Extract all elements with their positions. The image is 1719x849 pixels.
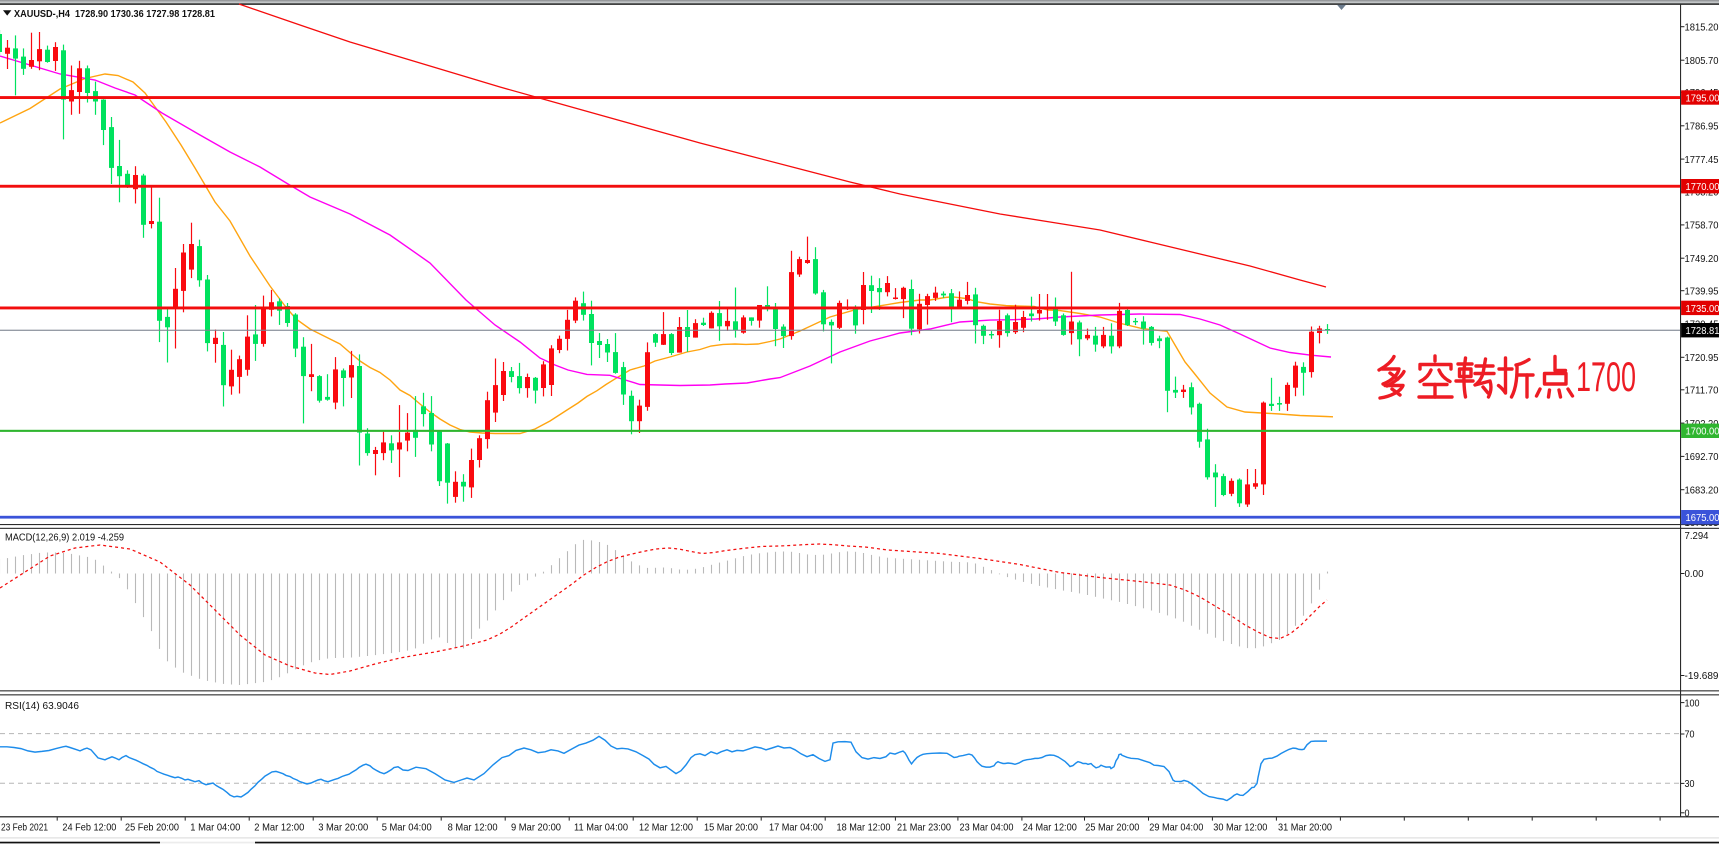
svg-text:1728.81: 1728.81 [1686,325,1719,337]
svg-text:1805.70: 1805.70 [1685,55,1719,67]
svg-text:5 Mar 04:00: 5 Mar 04:00 [382,822,432,834]
svg-text:RSI(14) 63.9046: RSI(14) 63.9046 [5,700,79,712]
svg-text:1749.20: 1749.20 [1685,253,1719,265]
svg-text:24 Mar 12:00: 24 Mar 12:00 [1023,822,1077,834]
svg-text:1700: 1700 [1576,353,1636,400]
svg-text:70: 70 [1685,729,1695,741]
svg-text:1683.20: 1683.20 [1685,484,1719,496]
svg-text:7.294: 7.294 [1685,530,1709,542]
svg-text:11 Mar 04:00: 11 Mar 04:00 [574,822,628,834]
svg-text:1692.70: 1692.70 [1685,451,1719,463]
svg-text:17 Mar 04:00: 17 Mar 04:00 [769,822,823,834]
svg-text:23 Feb 2021: 23 Feb 2021 [1,822,48,834]
svg-text:MACD(12,26,9) 2.019 -4.259: MACD(12,26,9) 2.019 -4.259 [5,532,124,544]
svg-text:1700.00: 1700.00 [1686,426,1719,438]
svg-text:1815.20: 1815.20 [1685,21,1719,33]
svg-text:8 Mar 12:00: 8 Mar 12:00 [448,822,498,834]
svg-text:1735.00: 1735.00 [1686,303,1719,315]
svg-text:9 Mar 20:00: 9 Mar 20:00 [511,822,561,834]
svg-text:24 Feb 12:00: 24 Feb 12:00 [62,822,116,834]
svg-text:1711.70: 1711.70 [1685,385,1719,397]
svg-text:1675.00: 1675.00 [1686,512,1719,524]
svg-text:2 Mar 12:00: 2 Mar 12:00 [254,822,304,834]
svg-text:29 Mar 04:00: 29 Mar 04:00 [1149,822,1203,834]
svg-text:1758.70: 1758.70 [1685,220,1719,232]
svg-text:25 Feb 20:00: 25 Feb 20:00 [125,822,179,834]
svg-text:1795.00: 1795.00 [1686,92,1719,104]
svg-text:3 Mar 20:00: 3 Mar 20:00 [318,822,368,834]
svg-text:1720.95: 1720.95 [1685,352,1719,364]
svg-text:1739.95: 1739.95 [1685,285,1719,297]
svg-text:100: 100 [1685,697,1700,709]
svg-text:1 Mar 04:00: 1 Mar 04:00 [190,822,240,834]
svg-text:12 Mar 12:00: 12 Mar 12:00 [639,822,693,834]
svg-text:1770.00: 1770.00 [1686,181,1719,193]
svg-text:23 Mar 04:00: 23 Mar 04:00 [960,822,1014,834]
svg-text:1777.45: 1777.45 [1685,154,1719,166]
svg-text:31 Mar 20:00: 31 Mar 20:00 [1278,822,1332,834]
svg-text:1786.95: 1786.95 [1685,121,1719,133]
svg-text:0.00: 0.00 [1685,568,1704,580]
svg-text:XAUUSD-,H4 1728.90 1730.36 17: XAUUSD-,H4 1728.90 1730.36 1727.98 1728.… [14,9,215,20]
svg-text:21 Mar 23:00: 21 Mar 23:00 [897,822,951,834]
svg-text:30 Mar 12:00: 30 Mar 12:00 [1213,822,1267,834]
svg-text:18 Mar 12:00: 18 Mar 12:00 [837,822,891,834]
svg-text:15 Mar 20:00: 15 Mar 20:00 [704,822,758,834]
svg-text:25 Mar 20:00: 25 Mar 20:00 [1085,822,1139,834]
svg-text:-19.689: -19.689 [1685,670,1719,682]
svg-text:0: 0 [1685,808,1690,820]
svg-text:30: 30 [1685,778,1695,790]
